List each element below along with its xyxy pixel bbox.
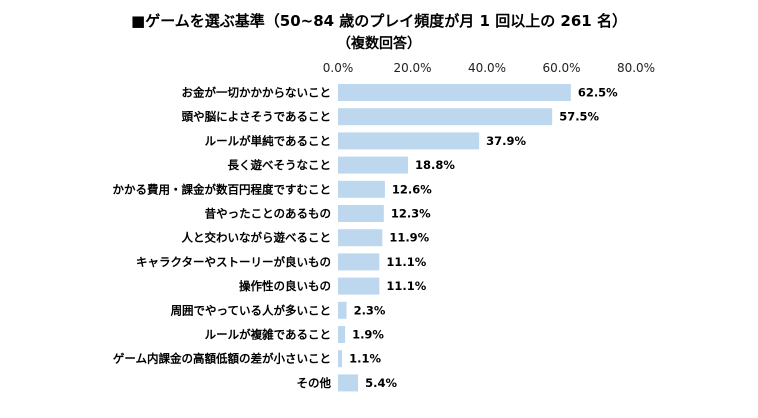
bar — [338, 277, 380, 295]
value-label: 2.3% — [354, 303, 386, 317]
value-label: 57.5% — [559, 110, 599, 124]
category-label: ゲーム内課金の高額低額の差が小さいこと — [113, 352, 331, 366]
bar — [338, 132, 480, 150]
bars — [338, 84, 571, 392]
value-label: 12.3% — [391, 207, 431, 221]
value-label: 37.9% — [486, 134, 526, 148]
x-tick-label: 60.0% — [542, 61, 580, 75]
bar — [338, 374, 359, 392]
category-label: キャラクターやストーリーが良いもの — [136, 255, 331, 269]
bar — [338, 350, 343, 368]
category-labels: お金が一切かかからないこと頭や脳によさそうであることルールが単純であること長く遊… — [113, 86, 332, 390]
bar — [338, 156, 409, 174]
value-labels: 62.5% 57.5% 37.9% 18.8% 12.6% 12.3% 11.9% 11.1%… — [349, 86, 618, 390]
category-label: 操作性の良いもの — [239, 279, 331, 293]
category-label: 長く遊べそうなこと — [228, 158, 332, 172]
bar — [338, 229, 383, 247]
chart-subtitle: （複数回答） — [337, 36, 421, 52]
value-label: 1.9% — [352, 328, 384, 342]
value-label: 11.9% — [389, 231, 429, 245]
bar — [338, 108, 553, 126]
bar — [338, 84, 571, 101]
category-label: 昔やったことのあるもの — [205, 207, 331, 221]
value-label: 1.1% — [349, 352, 381, 366]
bar — [338, 326, 346, 343]
bar — [338, 253, 380, 271]
bar — [338, 205, 384, 222]
x-tick-label: 80.0% — [617, 61, 655, 75]
category-label: 周囲でやっている人が多いこと — [171, 303, 331, 317]
chart-title: ■ゲームを選ぶ基準（50~84 歳のプレイ頻度が月 1 回以上の 261 名） — [131, 12, 627, 30]
category-label: その他 — [297, 376, 332, 390]
x-axis-ticks: 0.0% 20.0% 40.0% 60.0% 80.0% — [323, 61, 655, 75]
category-label: 人と交わいながら遊べること — [182, 231, 332, 245]
category-label: 頭や脳によさそうであること — [182, 110, 331, 124]
category-label: かかる費用・課金が数百円程度ですむこと — [113, 182, 332, 196]
value-label: 5.4% — [365, 376, 397, 390]
bar — [338, 301, 347, 319]
x-tick-label: 40.0% — [468, 61, 506, 75]
value-label: 18.8% — [415, 158, 455, 172]
category-label: お金が一切かかからないこと — [182, 86, 332, 100]
category-label: ルールが複雑であること — [205, 328, 331, 342]
value-label: 62.5% — [578, 86, 618, 100]
value-label: 12.6% — [392, 182, 432, 196]
x-tick-label: 20.0% — [393, 61, 431, 75]
x-tick-label: 0.0% — [323, 61, 354, 75]
value-label: 11.1% — [386, 279, 426, 293]
value-label: 11.1% — [386, 255, 426, 269]
bar — [338, 180, 385, 198]
category-label: ルールが単純であること — [205, 134, 331, 148]
